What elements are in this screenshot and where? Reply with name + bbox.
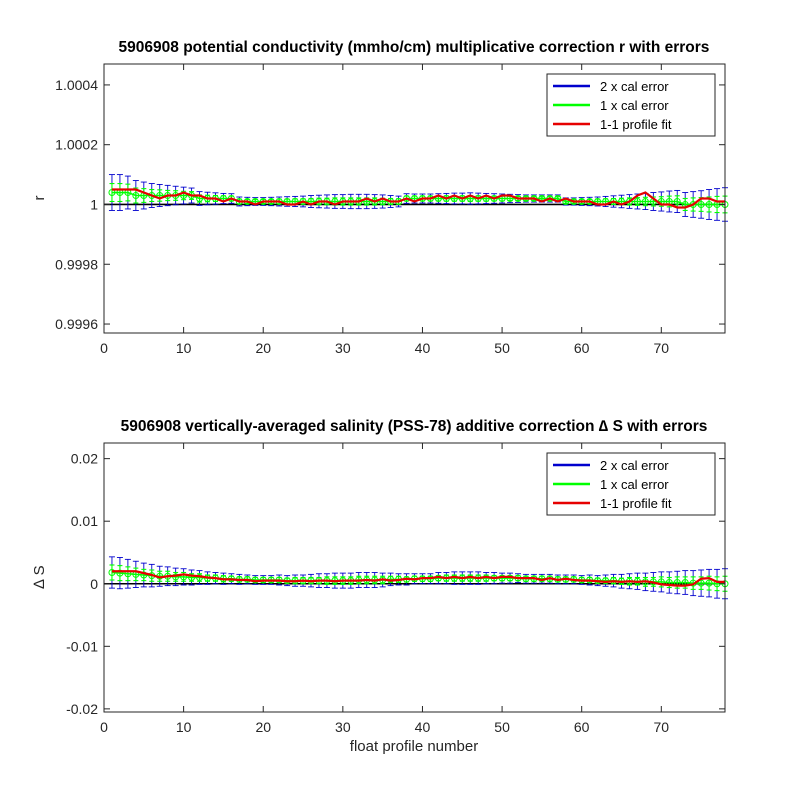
series-layer — [104, 174, 729, 222]
y-tick-label: 0.9996 — [55, 316, 98, 332]
point-1x-cal-error — [697, 200, 705, 208]
y-tick-label: 0 — [90, 576, 98, 592]
x-tick-label: 60 — [574, 340, 590, 356]
y-axis: 0.9996 0.9998 1 1.0002 1.0004 — [55, 77, 725, 332]
point-1x-cal-error — [705, 579, 713, 587]
y-axis-label: ∆ S — [31, 565, 48, 588]
y-tick-label: 1 — [90, 196, 98, 212]
x-tick-label: 30 — [335, 340, 351, 356]
point-1x-cal-error — [673, 197, 681, 205]
x-tick-label: 50 — [494, 340, 510, 356]
legend-label-profile-fit: 1-1 profile fit — [600, 117, 672, 132]
x-tick-label: 0 — [100, 340, 108, 356]
legend: 2 x cal error 1 x cal error 1-1 profile … — [546, 73, 716, 137]
legend-label-2x-cal-error: 2 x cal error — [600, 458, 669, 473]
point-1x-cal-error — [697, 579, 705, 587]
point-1x-cal-error — [108, 568, 116, 576]
point-1x-cal-error — [116, 569, 124, 577]
x-axis: 0 10 20 30 40 50 60 70 — [100, 64, 669, 356]
legend-label-profile-fit: 1-1 profile fit — [600, 496, 672, 511]
r-correction-panel: 5906908 potential conductivity (mmho/cm)… — [31, 39, 729, 356]
x-tick-label: 10 — [176, 719, 192, 735]
y-tick-label: 0.9998 — [55, 256, 98, 272]
legend-label-2x-cal-error: 2 x cal error — [600, 79, 669, 94]
x-axis-label: float profile number — [350, 738, 478, 755]
axes-box — [103, 442, 726, 713]
x-tick-label: 20 — [255, 719, 271, 735]
point-1x-cal-error — [641, 197, 649, 205]
x-tick-label: 70 — [654, 719, 670, 735]
x-tick-label: 40 — [415, 340, 431, 356]
salinity-correction-panel: 5906908 vertically-averaged salinity (PS… — [31, 418, 729, 755]
y-axis-label: r — [31, 196, 48, 201]
line-profile-fit — [111, 188, 725, 209]
x-tick-label: 60 — [574, 719, 590, 735]
x-tick-label: 70 — [654, 340, 670, 356]
y-tick-label: 1.0002 — [55, 137, 98, 153]
x-tick-label: 10 — [176, 340, 192, 356]
y-axis: -0.02 -0.01 0 0.01 0.02 — [66, 451, 725, 717]
x-tick-label: 0 — [100, 719, 108, 735]
x-tick-label: 50 — [494, 719, 510, 735]
y-tick-label: -0.02 — [66, 701, 98, 717]
x-tick-label: 40 — [415, 719, 431, 735]
legend-label-1x-cal-error: 1 x cal error — [600, 98, 669, 113]
axes-box — [103, 63, 726, 334]
y-tick-label: 0.01 — [71, 513, 98, 529]
chart-title: 5906908 potential conductivity (mmho/cm)… — [119, 39, 710, 56]
point-1x-cal-error — [633, 197, 641, 205]
legend-label-1x-cal-error: 1 x cal error — [600, 477, 669, 492]
y-tick-label: 1.0004 — [55, 77, 98, 93]
x-tick-label: 30 — [335, 719, 351, 735]
y-tick-label: 0.02 — [71, 451, 98, 467]
x-tick-label: 20 — [255, 340, 271, 356]
point-1x-cal-error — [132, 192, 140, 200]
series-layer — [104, 556, 729, 600]
legend: 2 x cal error 1 x cal error 1-1 profile … — [546, 452, 716, 516]
x-axis: 0 10 20 30 40 50 60 70 — [100, 443, 669, 735]
y-tick-label: -0.01 — [66, 638, 98, 654]
line-profile-fit — [111, 570, 725, 587]
point-1x-cal-error — [705, 200, 713, 208]
point-1x-cal-error — [188, 574, 196, 581]
chart-title: 5906908 vertically-averaged salinity (PS… — [121, 418, 708, 435]
